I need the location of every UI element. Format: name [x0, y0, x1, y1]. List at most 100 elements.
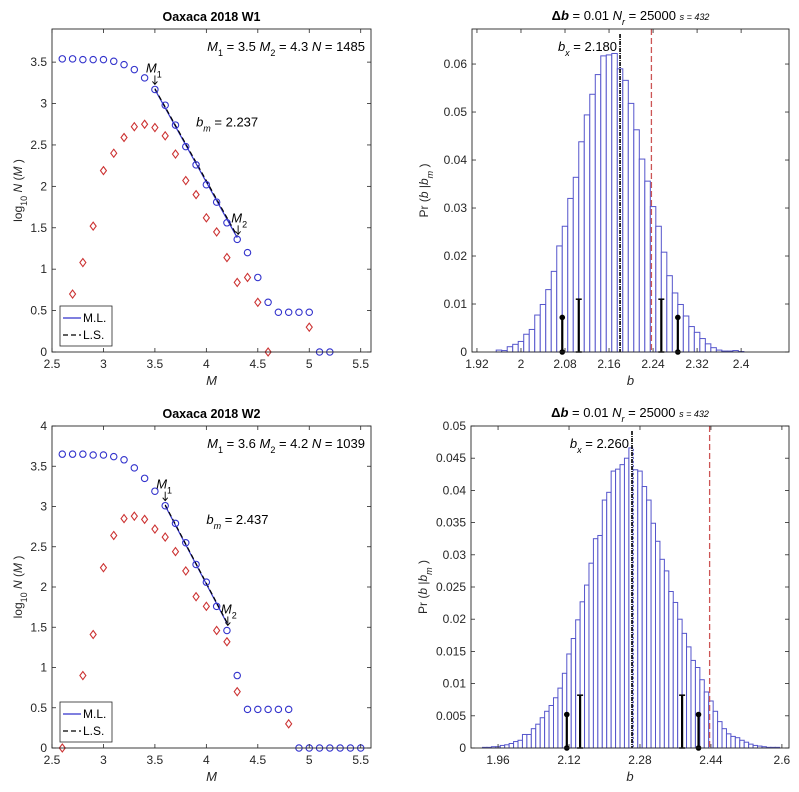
- y-tick-label: 0.045: [436, 451, 466, 465]
- bm-annotation: bm = 2.237: [196, 115, 258, 134]
- y-tick-label: 2.5: [30, 540, 47, 554]
- y-axis-label-part: b: [416, 575, 430, 582]
- fit-parameters-part: M: [260, 39, 271, 54]
- histogram-bar: [535, 723, 541, 749]
- histogram-bar: [699, 338, 706, 353]
- fit-parameters-part: = 3.6: [223, 436, 260, 451]
- bm-annotation-part: b: [206, 512, 213, 527]
- bm-annotation-part: = 2.237: [211, 115, 258, 130]
- chart-title-part: s = 432: [680, 12, 710, 22]
- histogram-bar: [663, 570, 670, 749]
- fit-parameters-part: 2: [270, 445, 275, 455]
- x-tick-label: 5: [306, 357, 313, 371]
- y-axis-label-part: (: [416, 595, 430, 602]
- fit-parameters-part: = 4.3: [275, 39, 312, 54]
- x-tick-label: 3: [100, 357, 107, 371]
- histogram-bar: [650, 522, 657, 749]
- y-tick-label: 0.03: [443, 548, 467, 562]
- cumulative-point: [264, 298, 272, 307]
- histogram-bar: [592, 538, 599, 749]
- histogram-bar: [557, 687, 563, 749]
- chart-title-part: = 25000: [625, 8, 680, 23]
- x-tick-label: 2.32: [685, 357, 709, 371]
- x-tick-label: 5.5: [352, 357, 369, 371]
- m2-marker-label: M2: [231, 210, 247, 229]
- histogram-bar: [589, 93, 596, 353]
- chart-title-part: N: [612, 405, 622, 420]
- fit-parameters-part: = 4.2: [275, 436, 312, 451]
- incremental-point: [68, 289, 77, 299]
- histogram-bar: [690, 659, 696, 749]
- histogram-bar: [632, 469, 639, 749]
- histogram-bar: [508, 742, 515, 749]
- y-tick-label: 3.5: [30, 459, 47, 473]
- legend-ls-label: L.S.: [83, 724, 104, 738]
- histogram-bar: [710, 347, 717, 353]
- chart-title-part: s = 432: [679, 409, 709, 419]
- x-tick-label: 3.5: [147, 753, 164, 767]
- histogram-bar: [605, 54, 613, 353]
- x-tick-label: 2.16: [597, 357, 621, 371]
- fit-parameters-part: 1: [218, 445, 223, 455]
- fit-parameters-part: = 1485: [321, 39, 365, 54]
- y-tick-label: 0: [40, 741, 47, 755]
- cumulative-point: [120, 60, 128, 69]
- x-tick-label: 2.5: [44, 357, 61, 371]
- histogram-bar: [743, 741, 750, 749]
- x-tick-label: 2.6: [774, 753, 791, 767]
- histogram-bar: [704, 343, 712, 353]
- y-tick-label: 0.025: [436, 580, 466, 594]
- y-tick-label: 3: [40, 500, 47, 514]
- cumulative-point: [295, 308, 303, 316]
- x-tick-label: 3.5: [147, 357, 164, 371]
- chart-title-part: r: [622, 414, 626, 424]
- incremental-point: [89, 629, 97, 640]
- y-tick-label: 0.02: [444, 249, 468, 263]
- legend-box: [59, 305, 113, 347]
- y-axis-label: log10 N (M ): [11, 159, 29, 222]
- cumulative-point: [274, 308, 283, 316]
- histogram-bar: [644, 180, 651, 353]
- y-axis-label-part: log: [11, 206, 25, 222]
- x-axis-label: b: [626, 769, 633, 784]
- cumulative-point: [274, 705, 283, 714]
- bm-annotation-part: b: [196, 115, 203, 130]
- incremental-point: [305, 322, 313, 333]
- bx-annotation-part: x: [564, 48, 570, 58]
- m1-marker-label-part: 1: [157, 69, 162, 79]
- bm-annotation-part: m: [203, 124, 211, 134]
- histogram-bar: [641, 486, 648, 749]
- chart-title: Δb = 0.01 Nr = 25000 s = 432: [551, 405, 709, 424]
- y-tick-label: 1.5: [30, 620, 47, 634]
- cumulative-point: [182, 538, 190, 547]
- x-axis-label: b: [627, 373, 634, 388]
- incremental-point: [264, 347, 272, 357]
- incremental-point: [99, 562, 108, 573]
- chart-title-part: = 0.01: [568, 405, 612, 420]
- y-axis-label-part: ): [416, 560, 430, 567]
- histogram-bar: [611, 52, 618, 353]
- y-tick-label: 1.5: [30, 221, 47, 235]
- incremental-point: [130, 121, 139, 132]
- confidence-bar-cap-dot: [675, 314, 681, 321]
- incremental-point: [110, 148, 118, 159]
- cumulative-point: [130, 464, 139, 472]
- incremental-point: [233, 686, 241, 697]
- fit-parameters-part: M: [207, 436, 218, 451]
- x-tick-label: 2.5: [44, 753, 61, 767]
- y-axis-label: Pr (b |bm ): [416, 560, 434, 614]
- cumulative-point: [233, 235, 241, 244]
- histogram-bar: [570, 638, 577, 749]
- bx-annotation-part: = 2.180: [570, 39, 617, 54]
- y-tick-label: 1: [40, 262, 47, 276]
- incremental-point: [151, 524, 159, 534]
- histogram-bar: [528, 328, 536, 353]
- cumulative-point: [161, 501, 169, 510]
- cumulative-point: [171, 121, 180, 129]
- confidence-bar-cap-dot: [559, 314, 566, 321]
- x-tick-label: 2.4: [733, 357, 750, 371]
- incremental-point: [99, 165, 108, 176]
- histogram-bar: [610, 470, 617, 749]
- histogram-bar: [637, 470, 643, 749]
